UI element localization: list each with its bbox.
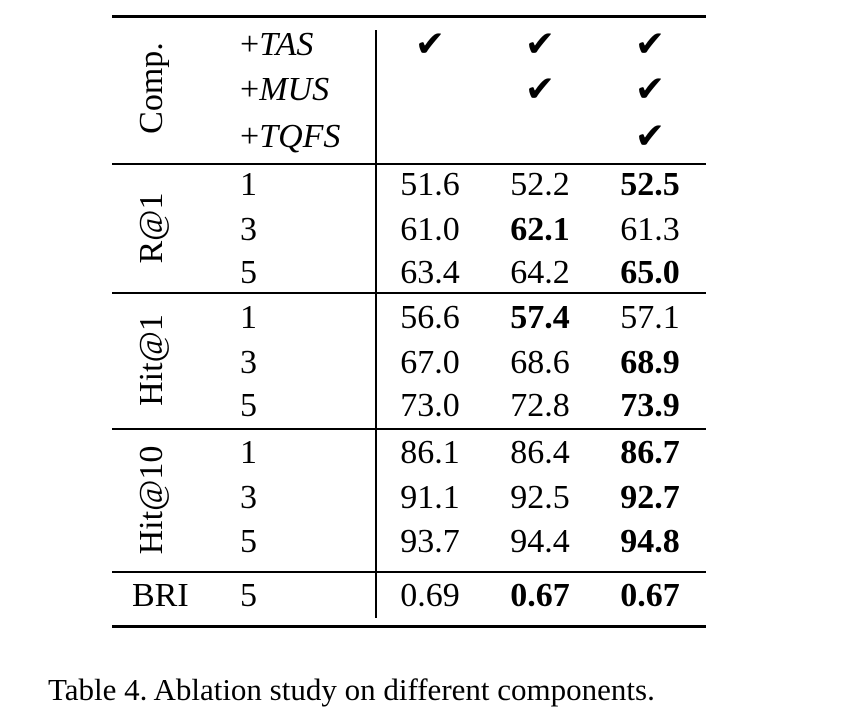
component-label: +TAS (240, 25, 313, 65)
table-cell-value: 56.6 (400, 299, 460, 336)
table-cell-value: 61.0 (400, 211, 460, 248)
check-icon: ✔ (414, 24, 446, 65)
table-cell-value: 92.5 (510, 479, 570, 516)
component-name: TQFS (259, 118, 341, 155)
k-value: 5 (240, 523, 257, 560)
table-cell-value: 91.1 (400, 479, 460, 516)
table-cell-value: 93.7 (400, 523, 460, 560)
k-value: 3 (240, 344, 257, 381)
table-cell-value: 61.3 (620, 211, 680, 248)
component-label: +MUS (240, 70, 329, 110)
comp-header-label: Comp. (133, 42, 170, 134)
hit10-rule (112, 571, 706, 573)
table-cell-value: 57.1 (620, 299, 680, 336)
table-cell-value: 0.67 (620, 577, 680, 614)
metric-group-label: Hit@1 (133, 314, 170, 406)
bottom-rule (112, 625, 706, 628)
table-cell-value: 86.4 (510, 434, 570, 471)
check-icon: ✔ (524, 69, 556, 110)
table-caption: Table 4. Ablation study on different com… (48, 672, 655, 707)
header-rule (112, 163, 706, 165)
component-name: TAS (259, 26, 314, 63)
k-value: 1 (240, 166, 257, 203)
table-cell-value: 72.8 (510, 387, 570, 424)
table-cell-value: 52.2 (510, 166, 570, 203)
table-cell-value: 92.7 (620, 479, 680, 516)
table-cell-value: 73.0 (400, 387, 460, 424)
table-cell-value: 0.67 (510, 577, 570, 614)
r1-rule (112, 292, 706, 294)
k-value: 3 (240, 211, 257, 248)
hit1-rule (112, 428, 706, 430)
table-cell-value: 86.1 (400, 434, 460, 471)
table-cell-value: 67.0 (400, 344, 460, 381)
check-icon: ✔ (634, 116, 666, 157)
table-cell-value: 68.6 (510, 344, 570, 381)
k-value: 1 (240, 434, 257, 471)
table-cell-value: 57.4 (510, 299, 570, 336)
column-separator (375, 30, 377, 618)
metric-group-label: R@1 (133, 192, 170, 264)
component-prefix: + (240, 71, 260, 108)
component-label: +TQFS (240, 117, 340, 157)
table-cell-value: 0.69 (400, 577, 460, 614)
check-icon: ✔ (634, 24, 666, 65)
component-name: MUS (259, 71, 330, 108)
top-rule (112, 15, 706, 18)
k-value: 3 (240, 479, 257, 516)
table-cell-value: 86.7 (620, 434, 680, 471)
check-icon: ✔ (634, 69, 666, 110)
table-cell-value: 65.0 (620, 254, 680, 291)
table-cell-value: 64.2 (510, 254, 570, 291)
table-cell-value: 73.9 (620, 387, 680, 424)
table-cell-value: 62.1 (510, 211, 570, 248)
check-icon: ✔ (524, 24, 556, 65)
component-prefix: + (240, 118, 260, 155)
table-cell-value: 52.5 (620, 166, 680, 203)
k-value: 1 (240, 299, 257, 336)
k-value: 5 (240, 387, 257, 424)
k-value: 5 (240, 577, 257, 614)
table-cell-value: 94.4 (510, 523, 570, 560)
table-cell-value: 63.4 (400, 254, 460, 291)
metric-group-label: Hit@10 (133, 445, 170, 555)
table-cell-value: 94.8 (620, 523, 680, 560)
table-cell-value: 51.6 (400, 166, 460, 203)
bri-label: BRI (132, 577, 189, 614)
component-prefix: + (240, 26, 260, 63)
table-cell-value: 68.9 (620, 344, 680, 381)
k-value: 5 (240, 254, 257, 291)
